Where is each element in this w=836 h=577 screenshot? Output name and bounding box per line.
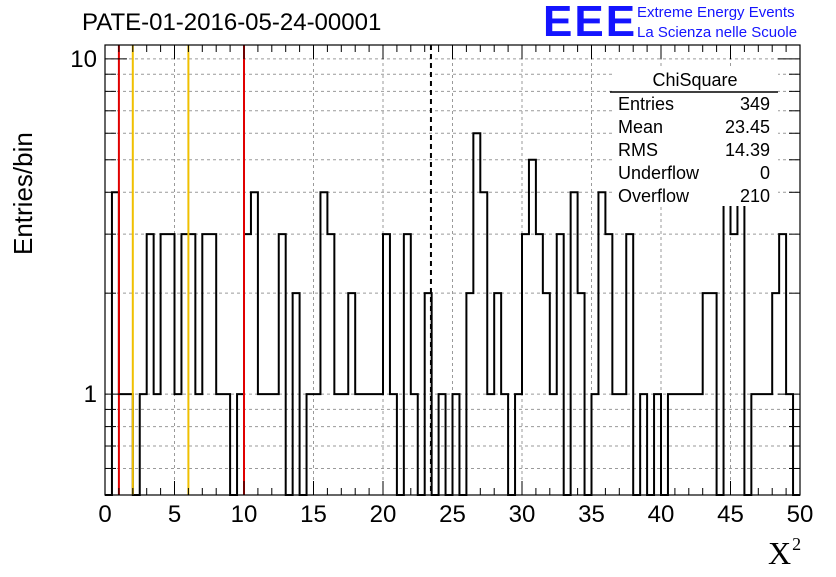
histogram-series	[105, 132, 800, 496]
stats-row-value: 210	[740, 186, 770, 206]
stats-row-value: 14.39	[725, 140, 770, 160]
logo-tagline-2: La Scienza nelle Scuole	[637, 24, 798, 41]
x-tick-label: 30	[509, 501, 536, 528]
logo-mark: EEE	[543, 0, 638, 46]
x-tick-label: 35	[578, 501, 605, 528]
x-axis-label-base: X	[768, 535, 792, 571]
stats-title: ChiSquare	[652, 70, 737, 90]
threshold-markers	[117, 45, 432, 495]
stats-box: ChiSquare Entries 349 Mean 23.45 RMS 14.39 Unde…	[610, 68, 778, 206]
stats-row-label: Entries	[618, 94, 674, 114]
stats-row-label: Overflow	[618, 186, 690, 206]
stats-row-label: Mean	[618, 117, 663, 137]
x-tick-label: 0	[98, 501, 111, 528]
chart-title: PATE-01-2016-05-24-00001	[82, 9, 382, 36]
x-tick-label: 15	[300, 501, 327, 528]
x-tick-label: 50	[787, 501, 814, 528]
y-tick-label: 1	[84, 381, 97, 408]
y-axis-label: Entries/bin	[8, 132, 38, 255]
stats-row-label: RMS	[618, 140, 658, 160]
histogram-outline	[105, 132, 800, 496]
stats-row-label: Underflow	[618, 163, 700, 183]
logo-tagline-1: Extreme Energy Events	[637, 4, 795, 21]
axis-ticks: 0 5 10 15 20 25 30 35 40 45 50 1 10	[70, 45, 813, 528]
x-tick-label: 5	[168, 501, 181, 528]
stats-row-value: 349	[740, 94, 770, 114]
eee-logo: EEE Extreme Energy Events La Scienza nel…	[543, 0, 833, 50]
x-tick-label: 20	[370, 501, 397, 528]
stats-background	[612, 68, 778, 206]
stats-row-value: 0	[760, 163, 770, 183]
stats-row-value: 23.45	[725, 117, 770, 137]
x-axis-label: X2	[768, 534, 801, 572]
x-axis-label-exponent: 2	[792, 534, 802, 554]
x-tick-label: 25	[439, 501, 466, 528]
x-tick-label: 10	[231, 501, 258, 528]
x-tick-label: 40	[648, 501, 675, 528]
y-tick-label: 10	[70, 46, 97, 73]
x-tick-label: 45	[717, 501, 744, 528]
